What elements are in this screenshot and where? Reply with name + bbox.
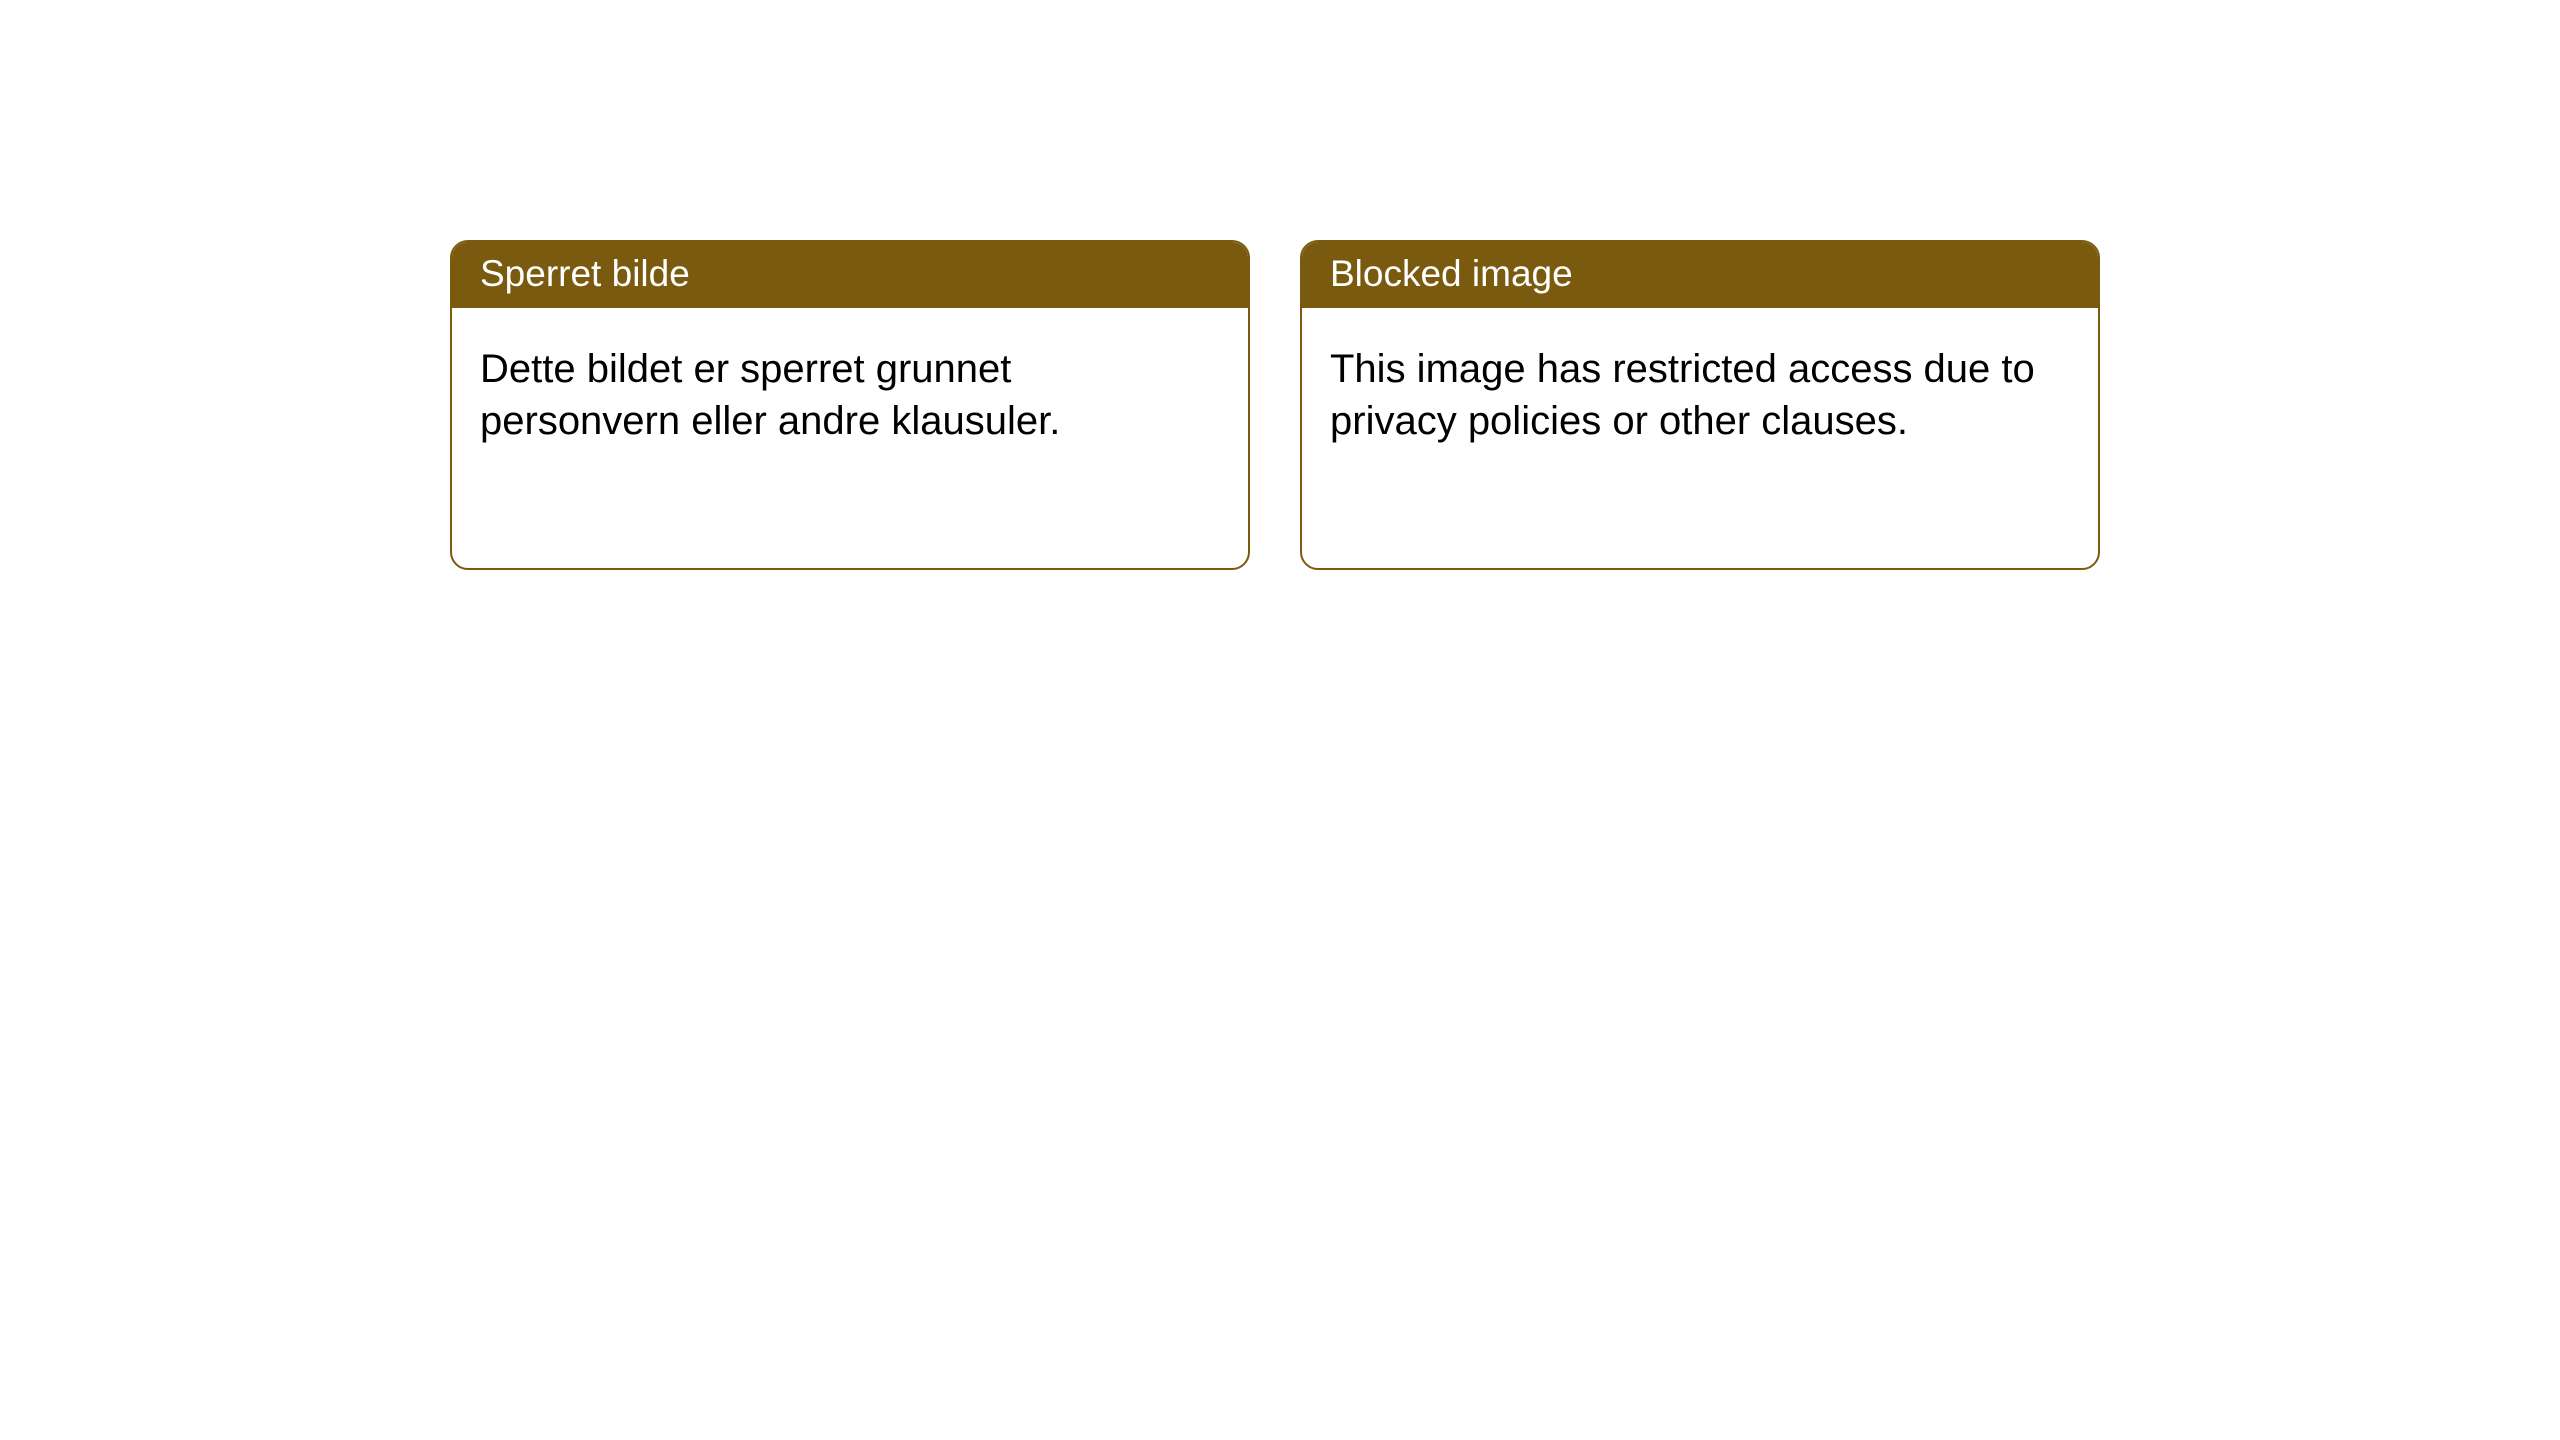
notice-box-norwegian: Sperret bilde Dette bildet er sperret gr… (450, 240, 1250, 570)
notice-header-norwegian: Sperret bilde (452, 242, 1248, 308)
notice-header-english: Blocked image (1302, 242, 2098, 308)
notice-box-english: Blocked image This image has restricted … (1300, 240, 2100, 570)
notice-body-norwegian: Dette bildet er sperret grunnet personve… (452, 308, 1248, 475)
notice-body-english: This image has restricted access due to … (1302, 308, 2098, 475)
notice-container: Sperret bilde Dette bildet er sperret gr… (0, 0, 2560, 570)
